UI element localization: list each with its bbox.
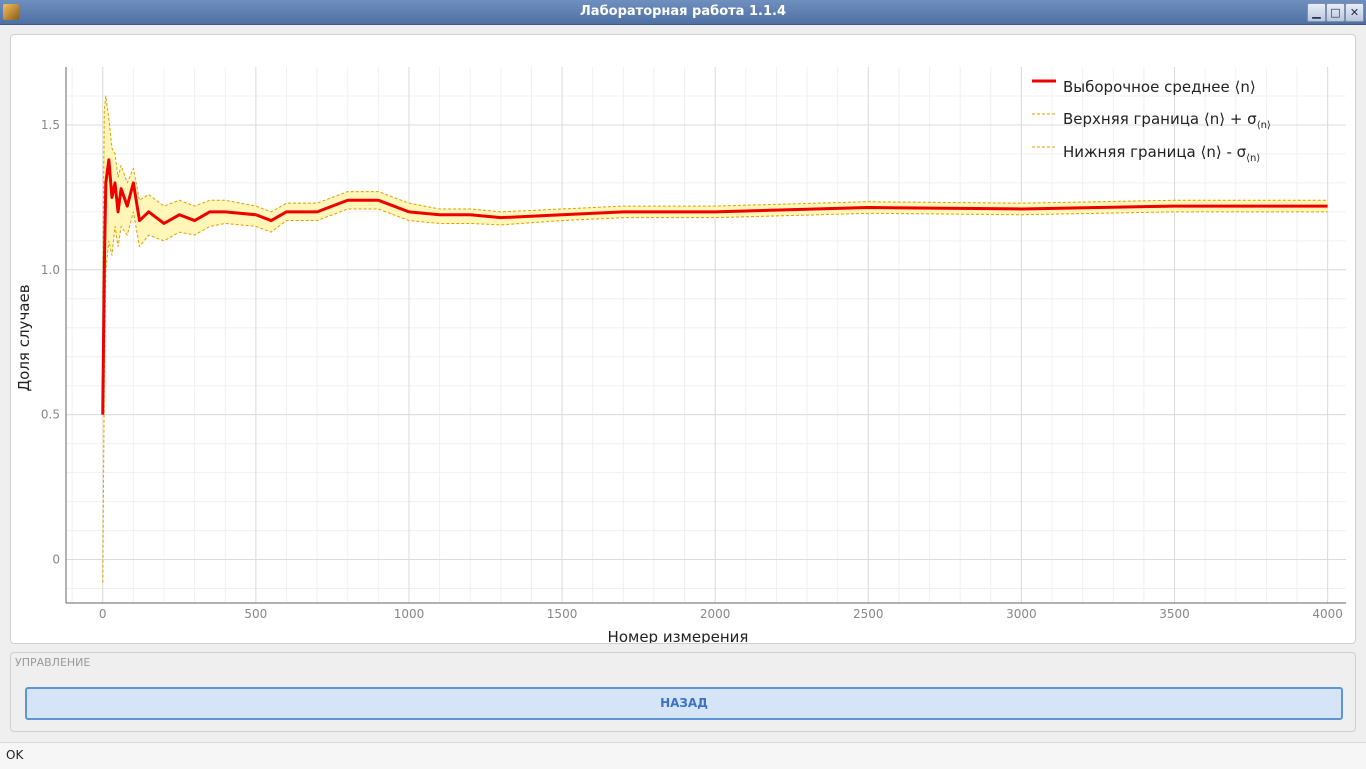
status-bar: OK bbox=[0, 742, 1366, 769]
y-tick-label: 1.0 bbox=[41, 263, 60, 277]
x-tick-label: 2000 bbox=[700, 607, 731, 621]
controls-title: УПРАВЛЕНИЕ bbox=[15, 656, 91, 669]
x-tick-label: 0 bbox=[99, 607, 107, 621]
maximize-button[interactable]: □ bbox=[1326, 3, 1345, 22]
minimize-button[interactable]: ▁ bbox=[1307, 3, 1326, 22]
series-lower-line bbox=[102, 208, 1328, 583]
x-tick-label: 3000 bbox=[1006, 607, 1037, 621]
y-tick-label: 0.5 bbox=[41, 408, 60, 422]
x-tick-label: 1000 bbox=[394, 607, 425, 621]
status-text: OK bbox=[6, 748, 24, 762]
series-mean-line bbox=[101, 158, 1328, 415]
chart-panel: 0 500 1000 1500 2000 2500 3000 3500 4000 0 0.5 1.0 1… bbox=[10, 34, 1356, 646]
x-axis-label: Номер измерения bbox=[608, 628, 749, 643]
close-button[interactable]: ✕ bbox=[1345, 3, 1364, 22]
legend-label-upper: Верхняя граница ⟨n⟩ + σ⟨n⟩ bbox=[1063, 110, 1271, 131]
y-tick-label: 0 bbox=[52, 553, 60, 567]
controls-panel: УПРАВЛЕНИЕ НАЗАД bbox=[10, 652, 1356, 732]
x-tick-label: 3500 bbox=[1159, 607, 1190, 621]
legend-label-mean: Выборочное среднее ⟨n⟩ bbox=[1063, 78, 1256, 96]
chart: 0 500 1000 1500 2000 2500 3000 3500 4000 0 0.5 1.0 1… bbox=[15, 67, 1346, 646]
y-axis-label: Доля случаев bbox=[15, 284, 33, 391]
back-button[interactable]: НАЗАД bbox=[25, 687, 1343, 720]
y-tick-label: 1.5 bbox=[41, 118, 60, 132]
title-bar: Лабораторная работа 1.1.4 ▁ □ ✕ bbox=[0, 0, 1366, 25]
legend-label-lower: Нижняя граница ⟨n⟩ - σ⟨n⟩ bbox=[1063, 143, 1260, 164]
sigma-band bbox=[102, 95, 1328, 583]
x-tick-label: 2500 bbox=[853, 607, 884, 621]
app-icon bbox=[3, 4, 19, 20]
x-tick-label: 1500 bbox=[547, 607, 578, 621]
x-tick-label: 500 bbox=[244, 607, 267, 621]
x-tick-label: 4000 bbox=[1312, 607, 1343, 621]
window-title: Лабораторная работа 1.1.4 bbox=[580, 4, 786, 19]
